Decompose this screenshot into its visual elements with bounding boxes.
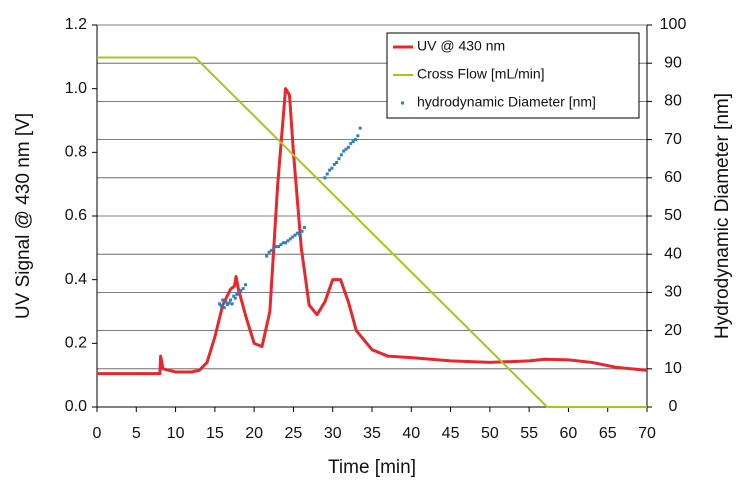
data-point (323, 176, 327, 180)
data-point (218, 302, 222, 306)
data-point (229, 298, 233, 302)
x-tick-label: 30 (324, 425, 342, 442)
data-line (97, 56, 647, 408)
data-point (277, 245, 280, 249)
data-point (221, 298, 225, 302)
legend-marker (401, 101, 404, 105)
data-point (339, 153, 343, 157)
x-tick-label: 45 (442, 425, 460, 442)
data-point (227, 301, 231, 305)
data-point (337, 157, 341, 161)
y2-tick-label: 30 (664, 284, 682, 301)
legend-label: Cross Flow [mL/min] (417, 66, 545, 82)
data-point (267, 250, 271, 254)
data-point (300, 229, 304, 233)
y-tick-label: 0.2 (65, 335, 87, 352)
x-tick-label: 65 (599, 425, 617, 442)
x-tick-label: 20 (245, 425, 263, 442)
x-tick-label: 70 (638, 425, 656, 442)
x-tick-label: 55 (520, 425, 538, 442)
data-point (244, 283, 247, 287)
data-point (222, 306, 226, 310)
x-tick-label: 60 (560, 425, 578, 442)
y2-tick-label: 10 (664, 360, 682, 377)
y2-tick-label: 50 (664, 207, 682, 224)
data-point (351, 140, 355, 144)
x-tick-label: 0 (93, 425, 102, 442)
data-point (342, 149, 346, 153)
y-axis-label: UV Signal @ 430 nm [V] (13, 113, 34, 319)
data-point (236, 290, 240, 294)
y-tick-label: 0.8 (65, 144, 87, 161)
legend-label: UV @ 430 nm (417, 38, 505, 54)
x-tick-label: 50 (481, 425, 499, 442)
y2-tick-label: 100 (660, 16, 687, 33)
data-point (291, 235, 295, 239)
data-point (281, 241, 285, 245)
legend-label: hydrodynamic Diameter [nm] (417, 94, 596, 110)
data-point (239, 288, 243, 292)
y2-tick-label: 80 (664, 93, 682, 110)
y2-tick-label: 70 (664, 131, 682, 148)
data-point (356, 134, 360, 138)
data-point (330, 166, 334, 170)
y-tick-label: 0.0 (65, 398, 87, 415)
x-tick-label: 40 (402, 425, 420, 442)
data-point (265, 254, 269, 258)
data-point (349, 141, 353, 145)
data-point (241, 287, 245, 291)
data-point (288, 237, 292, 241)
data-point (279, 243, 283, 247)
data-point (354, 138, 357, 142)
data-point (272, 246, 276, 250)
x-tick-label: 10 (167, 425, 185, 442)
y2-tick-label: 20 (664, 322, 682, 339)
data-point (344, 147, 348, 151)
data-point (298, 233, 302, 237)
data-point (332, 162, 336, 166)
data-point (293, 233, 297, 237)
y-tick-label: 0.6 (65, 207, 87, 224)
y2-tick-label: 90 (664, 54, 682, 71)
x-tick-label: 25 (285, 425, 303, 442)
legend-box (386, 32, 640, 119)
data-point (358, 126, 362, 130)
data-point (235, 292, 239, 296)
data-point (232, 294, 236, 298)
data-point (346, 145, 350, 149)
data-point (274, 245, 278, 249)
y-tick-label: 0.4 (65, 271, 87, 288)
data-point (286, 239, 290, 243)
data-point (284, 241, 288, 245)
data-point (302, 225, 306, 229)
x-tick-label: 5 (132, 425, 141, 442)
data-point (233, 296, 237, 300)
y2-tick-label: 0 (669, 398, 678, 415)
y-tick-label: 1.2 (65, 16, 87, 33)
data-point (335, 161, 339, 165)
y2-tick-label: 40 (664, 245, 682, 262)
y-tick-label: 1.0 (65, 80, 87, 97)
data-point (295, 231, 299, 235)
x-axis-label: Time [min] (328, 457, 416, 478)
data-point (328, 168, 332, 172)
data-point (325, 172, 329, 176)
data-point (225, 303, 229, 307)
data-point (230, 302, 234, 306)
x-tick-label: 15 (206, 425, 224, 442)
y2-axis-label: Hydrodynamic Diameter [nm] (712, 93, 733, 339)
y2-tick-label: 60 (664, 169, 682, 186)
data-line (97, 87, 648, 376)
x-tick-label: 35 (363, 425, 381, 442)
data-point (269, 248, 273, 252)
data-point (219, 304, 223, 308)
data-point (224, 300, 228, 304)
